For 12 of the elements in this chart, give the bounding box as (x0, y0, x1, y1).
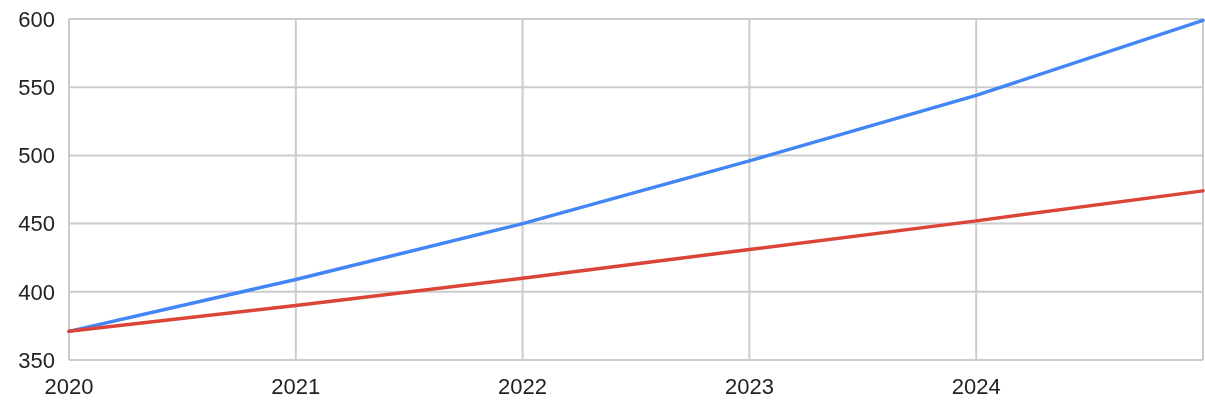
y-tick-label: 600 (18, 6, 55, 32)
y-tick-label: 350 (18, 347, 55, 373)
y-tick-label: 500 (18, 143, 55, 169)
x-tick-label: 2022 (498, 374, 548, 399)
x-tick-label: 2021 (271, 374, 321, 399)
y-tick-label: 550 (18, 74, 55, 100)
y-tick-label: 450 (18, 211, 55, 237)
x-tick-label: 2024 (951, 374, 1001, 399)
x-tick-label: 2023 (724, 374, 774, 399)
x-tick-label: 2020 (44, 374, 94, 399)
line-series (67, 189, 1205, 334)
y-tick-label: 400 (18, 279, 55, 305)
